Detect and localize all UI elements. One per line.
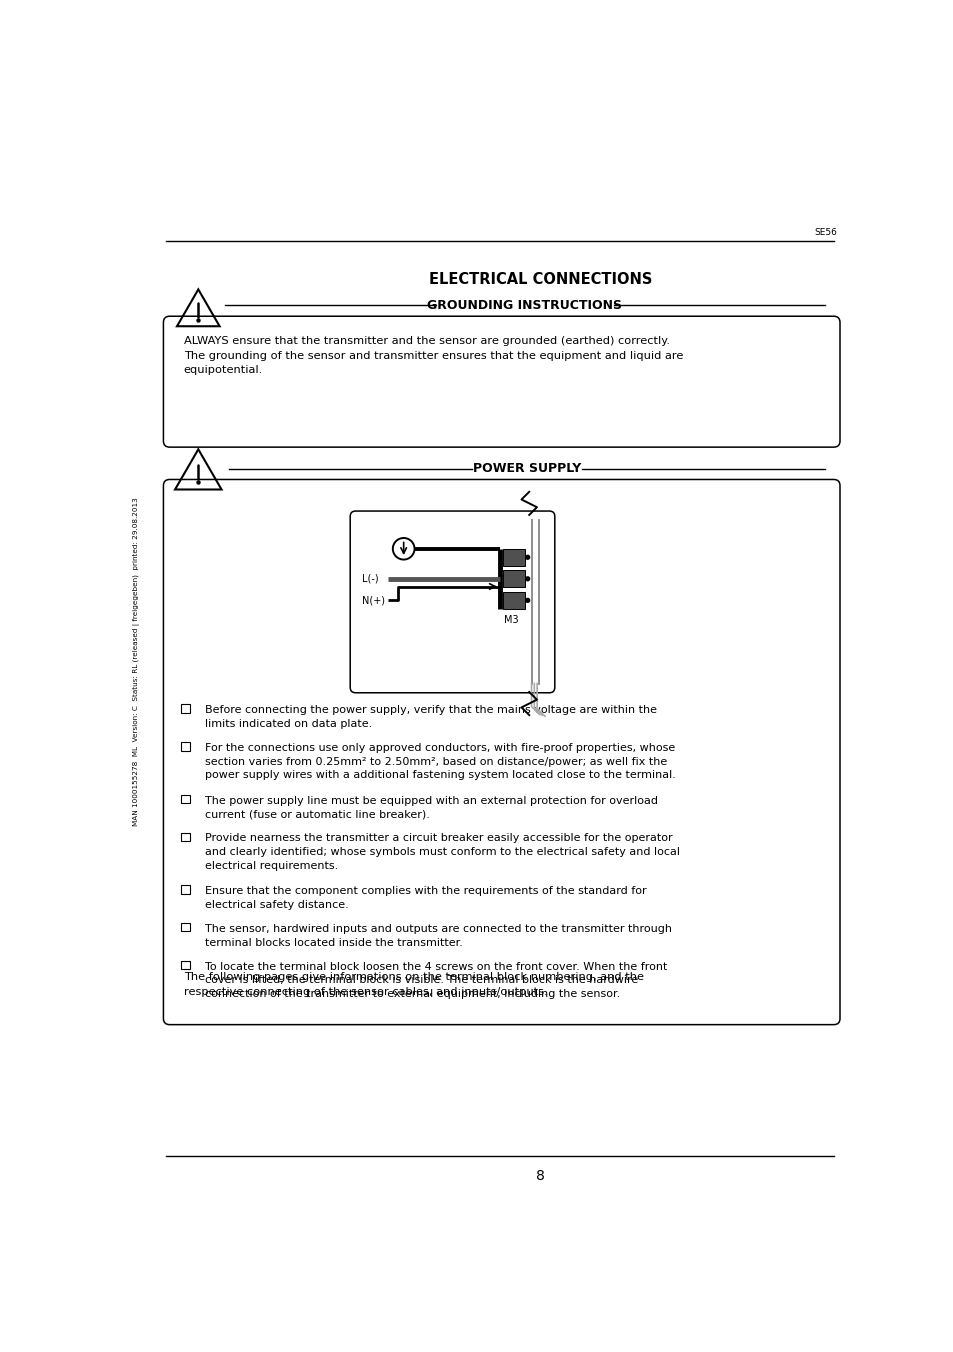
Text: M3: M3 bbox=[504, 615, 518, 625]
Text: N(+): N(+) bbox=[361, 595, 384, 606]
Bar bbox=[502, 571, 524, 587]
Text: Ensure that the component complies with the requirements of the standard for
ele: Ensure that the component complies with … bbox=[205, 886, 646, 910]
Text: Before connecting the power supply, verify that the mains voltage are within the: Before connecting the power supply, veri… bbox=[205, 706, 657, 729]
FancyBboxPatch shape bbox=[163, 316, 840, 448]
Text: POWER SUPPLY: POWER SUPPLY bbox=[473, 462, 580, 475]
Bar bbox=[181, 704, 190, 713]
Bar bbox=[181, 742, 190, 750]
Text: The power supply line must be equipped with an external protection for overload
: The power supply line must be equipped w… bbox=[205, 795, 658, 819]
Text: L(-): L(-) bbox=[361, 573, 378, 584]
Bar bbox=[181, 961, 190, 969]
FancyBboxPatch shape bbox=[350, 511, 555, 692]
Text: Provide nearness the transmitter a circuit breaker easily accessible for the ope: Provide nearness the transmitter a circu… bbox=[205, 833, 679, 871]
Bar bbox=[181, 795, 190, 803]
Circle shape bbox=[525, 599, 529, 602]
Text: The following pages give informations on the terminal block numbering, and the
r: The following pages give informations on… bbox=[183, 972, 643, 996]
Bar bbox=[502, 549, 524, 565]
Text: ELECTRICAL CONNECTIONS: ELECTRICAL CONNECTIONS bbox=[429, 272, 652, 287]
Bar bbox=[181, 833, 190, 841]
Text: The sensor, hardwired inputs and outputs are connected to the transmitter throug: The sensor, hardwired inputs and outputs… bbox=[205, 923, 672, 948]
Text: ALWAYS ensure that the transmitter and the sensor are grounded (earthed) correct: ALWAYS ensure that the transmitter and t… bbox=[183, 337, 682, 375]
Text: To locate the terminal block loosen the 4 screws on the front cover. When the fr: To locate the terminal block loosen the … bbox=[205, 961, 667, 999]
Text: GROUNDING INSTRUCTIONS: GROUNDING INSTRUCTIONS bbox=[427, 299, 621, 312]
Text: For the connections use only approved conductors, with fire-proof properties, wh: For the connections use only approved co… bbox=[205, 742, 676, 780]
Circle shape bbox=[525, 556, 529, 560]
FancyBboxPatch shape bbox=[163, 480, 840, 1025]
Bar bbox=[502, 592, 524, 608]
Bar bbox=[181, 923, 190, 932]
Text: 8: 8 bbox=[536, 1169, 544, 1183]
Text: MAN 1000155278  ML  Version: C  Status: RL (released | freigegeben)  printed: 29: MAN 1000155278 ML Version: C Status: RL … bbox=[132, 498, 140, 826]
Text: SE56: SE56 bbox=[813, 228, 836, 237]
Circle shape bbox=[525, 577, 529, 581]
Bar bbox=[181, 886, 190, 894]
